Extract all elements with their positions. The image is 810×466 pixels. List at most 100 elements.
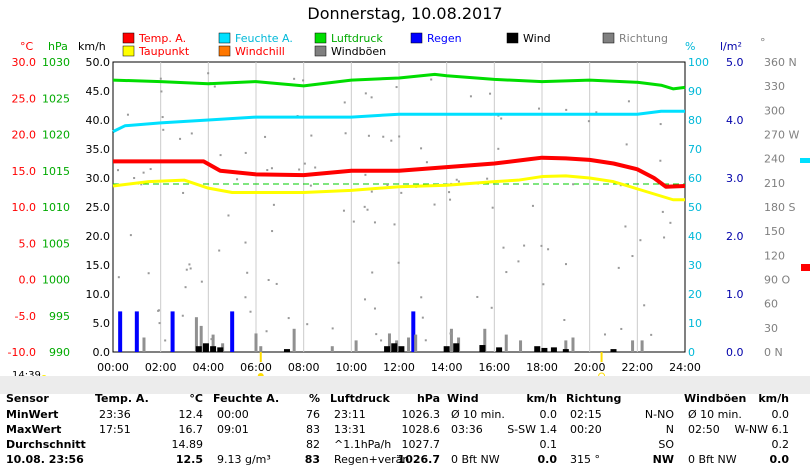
direction-tick-label: 0 N [764,346,783,359]
direction-dot [271,230,274,233]
gust-spike [211,334,215,352]
direction-dot [371,271,374,274]
direction-dot [420,147,423,150]
direction-dot [455,178,458,181]
pressure-tick-label: 1010 [42,201,70,214]
x-tick-label: 04:00 [192,361,224,374]
direction-dot [650,333,653,336]
direction-dot [270,167,273,170]
direction-dot [538,107,541,110]
direction-dot [213,85,216,88]
direction-dot [133,177,136,180]
cell-time: 09:01 [217,423,249,436]
direction-dot [523,244,526,247]
gust-spike [199,325,203,352]
direction-dot [309,184,312,187]
direction-dot [363,205,366,208]
pressure-tick-label: 995 [49,310,70,323]
cell-time: 23:11 [334,408,366,421]
direction-dot [542,283,545,286]
table-header: Luftdruck [330,392,390,405]
table-header: Richtung [566,392,622,405]
chart-legend: Temp. A. Feuchte A. Luftdruck Regen Wind Rich… [122,32,810,271]
temp-edge-marker [801,264,810,271]
sunset-dot [598,372,606,376]
direction-dot [364,92,367,95]
cell-value: 1026.3 [401,408,441,421]
direction-tick-label: 120 [764,249,785,262]
direction-dot [162,128,165,131]
direction-dot [244,151,247,154]
direction-dot [164,339,167,342]
direction-tick-label: 150 [764,225,785,238]
rain-bars [118,311,416,352]
cell-time: Ø 10 min. [688,408,742,421]
temp-tick-label: 10.0 [12,201,37,214]
direction-dot [364,298,367,301]
cell-value: 0.0 [537,453,558,466]
wind-mark [391,343,398,352]
direction-dot [624,225,627,228]
gust-spike [504,334,508,352]
rain-tick-label: 2.0 [726,230,744,243]
direction-dot [265,330,268,333]
wind-tick-label: 25.0 [86,201,111,214]
direction-dot [266,169,269,172]
x-tick-label: 12:00 [383,361,415,374]
table-header-unit: km/h [758,392,789,405]
wind-mark [534,346,541,352]
x-tick-label: 10:00 [335,361,367,374]
direction-dot [218,249,221,252]
direction-dot [366,208,369,211]
legend-swatch [218,45,231,57]
cell-value: 83 [306,423,320,436]
legend-label: Wind [523,32,551,45]
direction-dot [244,241,247,244]
gust-spike [407,337,411,352]
pressure-line [112,72,686,91]
direction-dot [502,246,505,249]
direction-dot [303,162,306,165]
direction-dot [344,132,347,135]
cell-value: 0.1 [539,438,558,451]
direction-dot [293,77,296,80]
gust-spike [354,340,358,352]
direction-tick-label: 240 [764,153,785,166]
legend-label: Windböen [331,45,386,58]
time-marker: 14:39 [12,370,41,381]
direction-dot [189,267,192,270]
series-lines [112,72,686,202]
direction-dot [430,78,433,81]
legend-label: Richtung [619,32,668,45]
humidity-tick-label: 50 [688,201,702,214]
cell-value: 1026.7 [397,453,440,466]
legend-swatch [506,32,519,44]
direction-unit: ° [760,36,766,49]
table-header: Sensor [6,392,49,405]
legend-swatch [314,45,327,57]
direction-tick-label: 360 N [764,56,797,69]
wind-mark [398,346,405,352]
cell-time: 9.13 g/m³ [217,453,271,466]
humidity-tick-label: 30 [688,259,702,272]
legend-swatch [218,32,231,44]
wind-mark [443,346,450,352]
direction-dot [490,306,493,309]
wind-tick-label: 10.0 [86,288,111,301]
direction-dot [617,266,620,269]
direction-dot [661,210,664,213]
legend-label: Luftdruck [331,32,383,45]
pressure-tick-label: 1015 [42,165,70,178]
direction-dot [159,77,162,80]
direction-tick-label: 210 [764,177,785,190]
wind-mark [541,347,548,352]
direction-dot [449,198,452,201]
direction-tick-label: 300 [764,104,785,117]
cell-value: N [665,423,674,436]
wind-mark [217,347,224,352]
direction-dot [564,263,567,266]
temp-tick-label: 20.0 [12,129,37,142]
table-header: Wind [447,392,479,405]
sunrise-dot [257,373,264,376]
